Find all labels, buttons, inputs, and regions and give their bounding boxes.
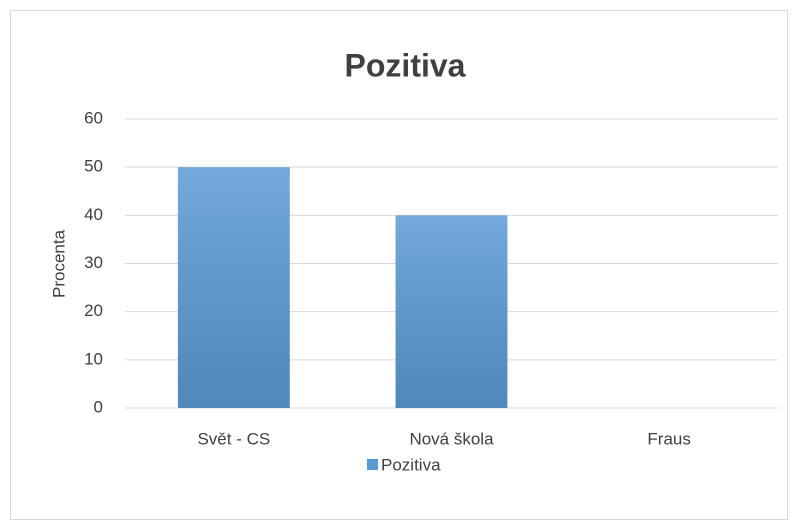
legend-label: Pozitiva: [381, 455, 441, 474]
y-tick-label: 60: [84, 108, 103, 127]
x-tick-label: Nová škola: [409, 429, 494, 448]
bar-shade: [395, 215, 508, 408]
y-tick-label: 30: [84, 253, 103, 272]
bar-shade: [177, 167, 290, 408]
legend-swatch: [367, 459, 378, 470]
y-tick-label: 40: [84, 205, 103, 224]
chart-title: Pozitiva: [345, 47, 466, 83]
x-tick-label: Svět - CS: [197, 429, 270, 448]
y-tick-label: 20: [84, 301, 103, 320]
y-tick-label: 0: [94, 397, 103, 416]
y-tick-label: 50: [84, 157, 103, 176]
y-axis-label: Procenta: [49, 229, 68, 298]
x-tick-label: Fraus: [647, 429, 690, 448]
y-tick-label: 10: [84, 349, 103, 368]
